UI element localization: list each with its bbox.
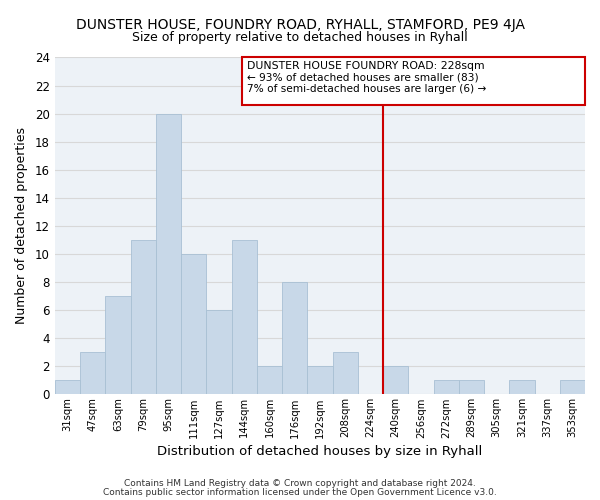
Bar bbox=[206, 310, 232, 394]
Text: 7% of semi-detached houses are larger (6) →: 7% of semi-detached houses are larger (6… bbox=[247, 84, 486, 94]
Bar bbox=[383, 366, 408, 394]
Bar bbox=[131, 240, 156, 394]
Bar bbox=[106, 296, 131, 394]
Bar bbox=[509, 380, 535, 394]
Bar bbox=[434, 380, 459, 394]
Bar bbox=[80, 352, 106, 395]
Bar bbox=[560, 380, 585, 394]
Bar bbox=[156, 114, 181, 394]
Text: Size of property relative to detached houses in Ryhall: Size of property relative to detached ho… bbox=[132, 31, 468, 44]
Text: Contains public sector information licensed under the Open Government Licence v3: Contains public sector information licen… bbox=[103, 488, 497, 497]
FancyBboxPatch shape bbox=[242, 58, 585, 105]
Bar bbox=[459, 380, 484, 394]
X-axis label: Distribution of detached houses by size in Ryhall: Distribution of detached houses by size … bbox=[157, 444, 482, 458]
Bar bbox=[307, 366, 332, 394]
Bar bbox=[181, 254, 206, 394]
Bar bbox=[282, 282, 307, 395]
Y-axis label: Number of detached properties: Number of detached properties bbox=[15, 128, 28, 324]
Bar bbox=[332, 352, 358, 395]
Text: DUNSTER HOUSE, FOUNDRY ROAD, RYHALL, STAMFORD, PE9 4JA: DUNSTER HOUSE, FOUNDRY ROAD, RYHALL, STA… bbox=[76, 18, 524, 32]
Bar bbox=[257, 366, 282, 394]
Text: Contains HM Land Registry data © Crown copyright and database right 2024.: Contains HM Land Registry data © Crown c… bbox=[124, 479, 476, 488]
Text: ← 93% of detached houses are smaller (83): ← 93% of detached houses are smaller (83… bbox=[247, 73, 478, 83]
Bar bbox=[232, 240, 257, 394]
Bar bbox=[55, 380, 80, 394]
Text: DUNSTER HOUSE FOUNDRY ROAD: 228sqm: DUNSTER HOUSE FOUNDRY ROAD: 228sqm bbox=[247, 61, 484, 71]
